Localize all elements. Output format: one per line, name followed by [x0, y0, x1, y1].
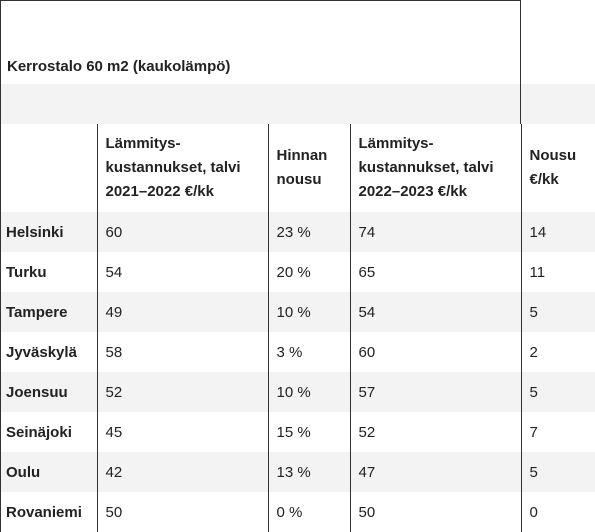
- table-row: Tampere 49 10 % 54 5: [0, 292, 595, 332]
- cell-increase-eur: 5: [520, 292, 595, 332]
- column-header-price-increase: Hinnan nousu: [267, 124, 350, 212]
- cell-increase-eur: 11: [520, 252, 595, 292]
- row-header-city: Helsinki: [6, 223, 64, 241]
- column-header-cost-2022-2023: Lämmitys-kustannukset, talvi 2022–2023 €…: [349, 124, 521, 212]
- cell-price-increase: 15 %: [267, 412, 350, 452]
- cell-increase-eur: 0: [520, 492, 595, 532]
- cell-price-increase: 10 %: [267, 292, 350, 332]
- cell-cost-2021-2022: 60: [96, 212, 268, 252]
- cell-price-increase: 0 %: [267, 492, 350, 532]
- table-row: Seinäjoki 45 15 % 52 7: [0, 412, 595, 452]
- table-row: Rovaniemi 50 0 % 50 0: [0, 492, 595, 532]
- cell-increase-eur: 5: [520, 452, 595, 492]
- table-header-row: Lämmitys-kustannukset, talvi 2021–2022 €…: [0, 124, 595, 212]
- column-header-increase-eur: Nousu €/kk: [520, 124, 595, 212]
- cell-cost-2021-2022: 49: [96, 292, 268, 332]
- row-header-city: Jyväskylä: [6, 343, 77, 361]
- frame-left-line: [0, 0, 1, 532]
- cell-cost-2021-2022: 54: [96, 252, 268, 292]
- column-header-cost-2021-2022: Lämmitys-kustannukset, talvi 2021–2022 €…: [96, 124, 268, 212]
- table-row: Turku 54 20 % 65 11: [0, 252, 595, 292]
- frame-top-line: [0, 0, 521, 1]
- cell-cost-2021-2022: 58: [96, 332, 268, 372]
- table-row: Oulu 42 13 % 47 5: [0, 452, 595, 492]
- cell-cost-2021-2022: 52: [96, 372, 268, 412]
- cell-increase-eur: 5: [520, 372, 595, 412]
- cell-increase-eur: 14: [520, 212, 595, 252]
- cell-cost-2021-2022: 45: [96, 412, 268, 452]
- cell-cost-2021-2022: 42: [96, 452, 268, 492]
- row-header-city: Turku: [6, 263, 47, 281]
- row-header-city: Rovaniemi: [6, 503, 82, 521]
- cell-price-increase: 20 %: [267, 252, 350, 292]
- cell-cost-2022-2023: 60: [349, 332, 521, 372]
- cell-price-increase: 13 %: [267, 452, 350, 492]
- header-spacer-band: [0, 84, 595, 124]
- cell-cost-2022-2023: 74: [349, 212, 521, 252]
- cell-cost-2022-2023: 65: [349, 252, 521, 292]
- cell-increase-eur: 2: [520, 332, 595, 372]
- cell-cost-2022-2023: 52: [349, 412, 521, 452]
- cell-cost-2022-2023: 57: [349, 372, 521, 412]
- cell-price-increase: 10 %: [267, 372, 350, 412]
- cell-cost-2022-2023: 47: [349, 452, 521, 492]
- heating-cost-table: Lämmitys-kustannukset, talvi 2021–2022 €…: [0, 124, 595, 532]
- row-header-city: Tampere: [6, 303, 68, 321]
- row-header-city: Seinäjoki: [6, 423, 72, 441]
- row-header-city: Joensuu: [6, 383, 68, 401]
- cell-price-increase: 23 %: [267, 212, 350, 252]
- cell-price-increase: 3 %: [267, 332, 350, 372]
- cell-cost-2022-2023: 50: [349, 492, 521, 532]
- table-title: Kerrostalo 60 m2 (kaukolämpö): [7, 58, 231, 75]
- column-header-city: [0, 124, 97, 212]
- cell-cost-2022-2023: 54: [349, 292, 521, 332]
- row-header-city: Oulu: [6, 463, 41, 481]
- cell-increase-eur: 7: [520, 412, 595, 452]
- table-row: Joensuu 52 10 % 57 5: [0, 372, 595, 412]
- frame-right-line: [520, 0, 521, 124]
- cell-cost-2021-2022: 50: [96, 492, 268, 532]
- table-row: Helsinki 60 23 % 74 14: [0, 212, 595, 252]
- table-row: Jyväskylä 58 3 % 60 2: [0, 332, 595, 372]
